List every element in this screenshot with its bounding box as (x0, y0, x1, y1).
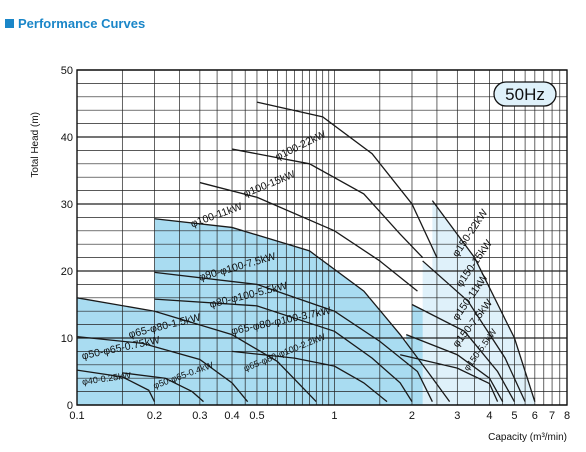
series-line-2 (76, 336, 249, 403)
y-tick-label: 30 (61, 199, 73, 211)
series-line-0 (76, 369, 156, 402)
region-15 (432, 200, 535, 405)
y-tick-label: 50 (61, 65, 73, 77)
x-tick-label: 0.4 (224, 410, 239, 422)
frequency-badge (493, 81, 557, 107)
x-tick-label: 6 (532, 410, 538, 422)
series-line-9 (231, 148, 424, 259)
series-line-7 (154, 218, 451, 403)
y-tick-label: 10 (61, 333, 73, 345)
x-tick-label: 0.5 (249, 410, 264, 422)
x-tick-label: 5 (511, 410, 517, 422)
series-line-13 (411, 303, 516, 402)
x-tick-label: 2 (409, 410, 415, 422)
series-line-12 (406, 334, 504, 402)
x-tick-label: 4 (486, 410, 492, 422)
series-line-1 (122, 372, 204, 403)
plot-frame (76, 69, 568, 406)
x-tick-label: 8 (564, 410, 570, 422)
frequency-badge-text: 50Hz (505, 85, 545, 104)
series-line-6 (154, 271, 433, 402)
x-tick-label: 3 (454, 410, 460, 422)
series-line-15 (431, 200, 536, 402)
series-line-3 (76, 297, 317, 403)
x-tick-label: 7 (549, 410, 555, 422)
series-line-14 (422, 260, 526, 402)
x-tick-label: 0.1 (69, 410, 84, 422)
series-line-8 (199, 181, 418, 292)
x-tick-label: 0.2 (147, 410, 162, 422)
x-axis-label: Capacity (m³/min) (488, 432, 567, 443)
x-tick-label: 1 (331, 410, 337, 422)
series-line-4 (231, 350, 388, 403)
series-line-5 (154, 298, 413, 402)
x-tick-label: 0.3 (192, 410, 207, 422)
y-tick-label: 20 (61, 266, 73, 278)
y-tick-label: 40 (61, 132, 73, 144)
y-tick-label: 0 (67, 400, 73, 412)
chart-title-text: Performance Curves (18, 15, 146, 31)
series-line-10 (256, 101, 438, 258)
series-line-11 (400, 354, 499, 402)
title-square-icon (5, 18, 14, 28)
chart-title: Performance Curves (5, 13, 145, 33)
